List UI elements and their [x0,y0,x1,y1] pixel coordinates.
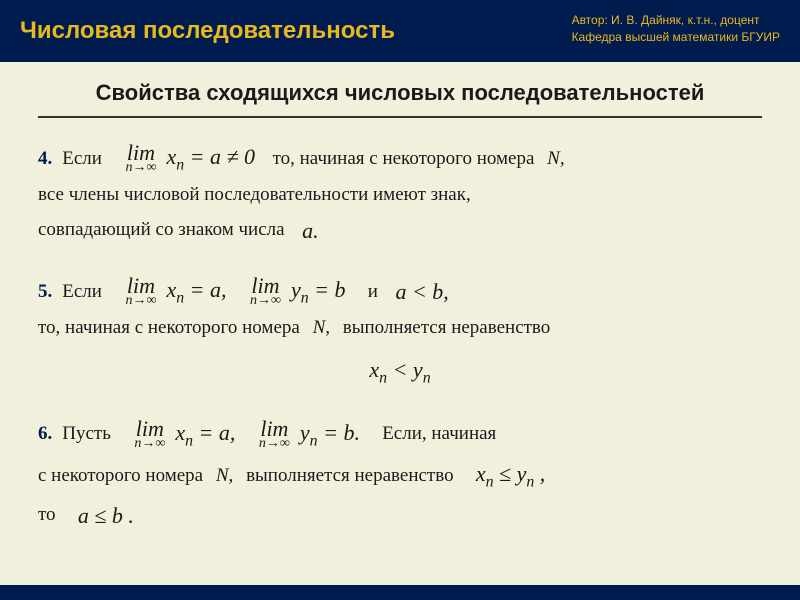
math-expr: yn = b [291,271,346,312]
author-line1: Автор: И. В. Дайняк, к.т.н., доцент [572,12,780,29]
author-line2: Кафедра высшей математики БГУИР [572,29,780,46]
header-bar: Числовая последовательность Автор: И. В.… [0,0,800,62]
item-number: 4. [38,143,52,175]
footer-bar [0,585,800,600]
inequality: xn < yn [38,351,762,392]
text: то, начиная с некоторого номера [273,143,535,175]
var-N: N, [547,143,564,175]
content-area: 4. Если lim n→∞ xn = a ≠ 0 то, начиная с… [0,138,800,534]
text: Если, начиная [382,418,496,450]
math-ineq: xn ≤ yn , [476,455,545,496]
page-title: Числовая последовательность [20,17,395,45]
text: с некоторого номера [38,460,203,492]
property-5: 5. Если lim n→∞ xn = a, lim n→∞ yn = b и… [38,271,762,392]
math-expr: xn = a, [166,271,226,312]
math-cond: a < b, [395,273,448,310]
text: Пусть [62,418,111,450]
text-line: все члены числовой последовательности им… [38,179,762,211]
property-6: 6. Пусть lim n→∞ xn = a, lim n→∞ yn = b.… [38,414,762,534]
text: то, начиная с некоторого номера [38,312,300,344]
divider [38,116,762,118]
author-block: Автор: И. В. Дайняк, к.т.н., доцент Кафе… [572,12,780,46]
limit-expr: lim n→∞ [125,274,156,309]
limit-expr: lim n→∞ [250,274,281,309]
math-expr: xn = a ≠ 0 [166,138,255,179]
var-a: a. [302,212,319,249]
limit-expr: lim n→∞ [134,417,165,452]
math-result: a ≤ b . [78,497,134,534]
var-N: N, [313,312,330,344]
text: Если [62,276,102,308]
limit-expr: lim n→∞ [125,141,156,176]
item-number: 6. [38,418,52,450]
math-expr: xn = a, [175,414,235,455]
math-expr: yn = b. [300,414,360,455]
subtitle: Свойства сходящихся числовых последовате… [0,80,800,106]
property-4: 4. Если lim n→∞ xn = a ≠ 0 то, начиная с… [38,138,762,249]
text: выполняется неравенство [343,312,551,344]
text: совпадающий со знаком числа [38,214,285,246]
var-N: N, [216,460,233,492]
text: то [38,499,56,531]
text: Если [62,143,102,175]
text: и [368,276,378,308]
limit-expr: lim n→∞ [259,417,290,452]
item-number: 5. [38,276,52,308]
text: выполняется неравенство [246,460,454,492]
